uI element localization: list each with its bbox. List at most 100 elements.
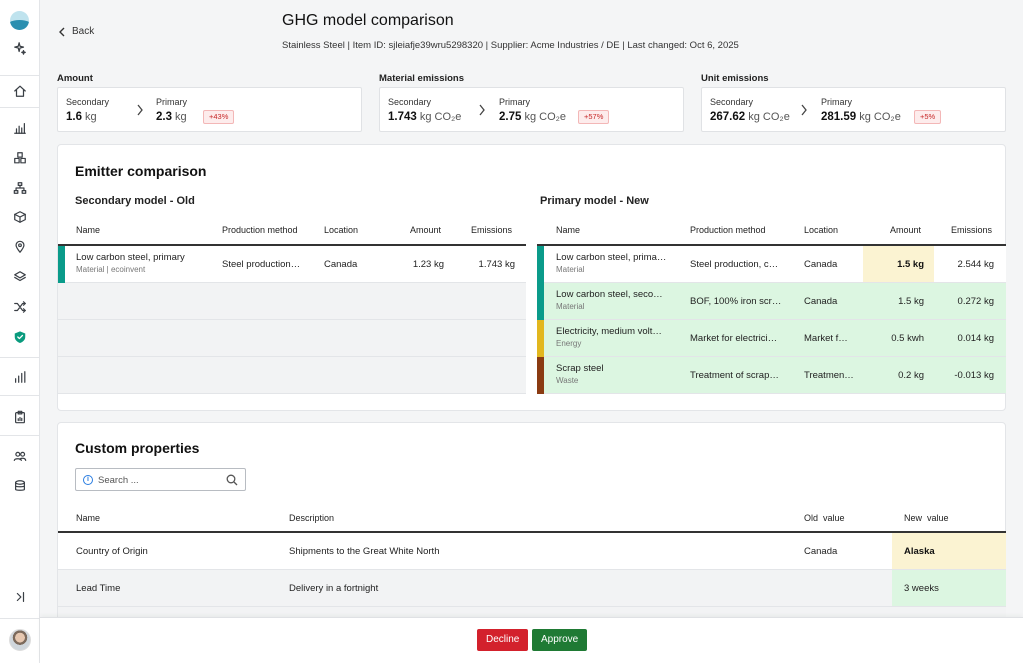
- emitter-name: Electricity, medium volt… Energy: [556, 326, 676, 348]
- change-badge: +43%: [203, 110, 235, 124]
- sidebar-divider: [0, 107, 40, 108]
- chart-icon[interactable]: [11, 119, 29, 137]
- secondary-number: 1.743: [388, 111, 417, 123]
- column-header: Name: [556, 225, 581, 235]
- change-badge: +5%: [914, 110, 942, 124]
- primary-value: 281.59 kg CO₂e: [821, 111, 901, 123]
- primary-value: 2.3 kg: [156, 111, 187, 123]
- emitter-comparison-panel: Emitter comparison Secondary model - Old…: [57, 144, 1006, 411]
- new-value: 3 weeks: [904, 583, 939, 594]
- table-header-divider: [537, 244, 1006, 246]
- location: Canada: [804, 259, 838, 270]
- amount: 1.5 kg: [897, 259, 924, 270]
- location: Market f…: [804, 333, 848, 344]
- sidebar-divider: [0, 618, 40, 619]
- property-name: Country of Origin: [76, 546, 148, 557]
- expand-icon[interactable]: [11, 588, 29, 606]
- amount: 0.5 kwh: [891, 333, 924, 344]
- database-icon[interactable]: [11, 477, 29, 495]
- emitter-type-bar: [537, 320, 544, 357]
- emitter-name: Low carbon steel, prima… Material: [556, 252, 676, 274]
- emitter-name-text: Scrap steel: [556, 363, 604, 374]
- column-header: Location: [324, 225, 359, 235]
- primary-label: Primary: [499, 97, 530, 107]
- emitter-category: Material | ecoinvent: [76, 265, 146, 274]
- info-icon: i: [83, 475, 93, 485]
- table-row: Electricity, medium volt… Energy Market fo…: [537, 320, 1006, 357]
- back-button[interactable]: Back: [58, 26, 94, 37]
- back-label: Back: [72, 26, 95, 37]
- home-icon[interactable]: [11, 82, 29, 100]
- layers-icon[interactable]: [11, 268, 29, 286]
- old-value: Canada: [804, 546, 838, 557]
- column-header: Name: [76, 225, 101, 235]
- property-description: Shipments to the Great White North: [289, 546, 440, 557]
- sparkle-icon[interactable]: [11, 39, 29, 57]
- column-header: Old value: [804, 513, 845, 523]
- box-icon[interactable]: [11, 208, 29, 226]
- amount: 0.2 kg: [898, 370, 924, 381]
- old-model-title: Secondary model - Old: [75, 195, 195, 207]
- location-icon[interactable]: [11, 238, 29, 256]
- column-header: Amount: [889, 225, 921, 235]
- clipboard-icon[interactable]: [11, 408, 29, 426]
- secondary-label: Secondary: [710, 97, 754, 107]
- emitter-name: Low carbon steel, primary Material | ecoi…: [76, 252, 216, 274]
- chevron-right-icon: [800, 104, 808, 116]
- secondary-number: 1.6: [66, 111, 82, 123]
- cubes-icon[interactable]: [11, 149, 29, 167]
- bar-chart-icon[interactable]: [11, 368, 29, 386]
- summary-label: Material emissions: [379, 73, 465, 84]
- secondary-unit: kg CO₂e: [416, 111, 462, 123]
- custom-properties-title: Custom properties: [75, 440, 200, 456]
- changed-cell-highlight: [892, 533, 1006, 569]
- table-row: Low carbon steel, seco… Material BOF, 100%…: [537, 283, 1006, 320]
- summary-card: Secondary 1.6 kg Primary 2.3 kg +43%: [57, 87, 362, 132]
- avatar[interactable]: [9, 629, 31, 651]
- primary-label: Primary: [821, 97, 852, 107]
- emitter-category: Energy: [556, 339, 582, 348]
- chevron-left-icon: [59, 27, 65, 36]
- primary-unit: kg CO₂e: [856, 111, 901, 123]
- secondary-value: 267.62 kg CO₂e: [710, 111, 790, 123]
- emitter-type-bar: [537, 357, 544, 394]
- production-method: Market for electrici…: [690, 333, 778, 344]
- chevron-right-icon: [136, 104, 144, 116]
- amount: 1.5 kg: [898, 296, 924, 307]
- summary-card: Secondary 1.743 kg CO₂e Primary 2.75 kg CO₂…: [379, 87, 684, 132]
- chevron-right-icon: [478, 104, 486, 116]
- table-row: [58, 357, 526, 394]
- logo[interactable]: [10, 11, 29, 30]
- production-method: BOF, 100% iron scr…: [690, 296, 782, 307]
- search-input[interactable]: [98, 472, 218, 488]
- users-icon[interactable]: [11, 447, 29, 465]
- decline-button[interactable]: Decline: [477, 629, 529, 651]
- production-method: Treatment of scrap…: [690, 370, 779, 381]
- page-subtitle: Stainless Steel | Item ID: sjleiafje39wr…: [282, 40, 739, 51]
- emitter-category: Waste: [556, 376, 579, 385]
- approve-button[interactable]: Approve: [532, 629, 588, 651]
- column-header: Amount: [409, 225, 441, 235]
- production-method: Steel production…: [222, 259, 301, 270]
- summary-label: Unit emissions: [701, 73, 769, 84]
- secondary-value: 1.743 kg CO₂e: [388, 111, 461, 123]
- hierarchy-icon[interactable]: [11, 179, 29, 197]
- column-header: Emissions: [950, 225, 992, 235]
- emitter-type-bar: [537, 246, 544, 283]
- emissions: 0.272 kg: [957, 296, 994, 307]
- primary-unit: kg CO₂e: [521, 111, 567, 123]
- emissions: -0.013 kg: [954, 370, 994, 381]
- shuffle-icon[interactable]: [11, 298, 29, 316]
- emissions: 0.014 kg: [957, 333, 994, 344]
- table-row: [58, 320, 526, 357]
- shield-icon[interactable]: [11, 328, 29, 346]
- search-icon[interactable]: [226, 474, 238, 486]
- amount: 1.23 kg: [412, 259, 444, 270]
- property-name: Lead Time: [76, 583, 121, 594]
- emitter-name-text: Low carbon steel, seco…: [556, 289, 663, 300]
- secondary-number: 267.62: [710, 111, 746, 123]
- primary-unit: kg: [172, 111, 187, 123]
- changed-cell-highlight: [892, 570, 1006, 606]
- summary-label: Amount: [57, 73, 93, 84]
- secondary-unit: kg: [82, 111, 97, 123]
